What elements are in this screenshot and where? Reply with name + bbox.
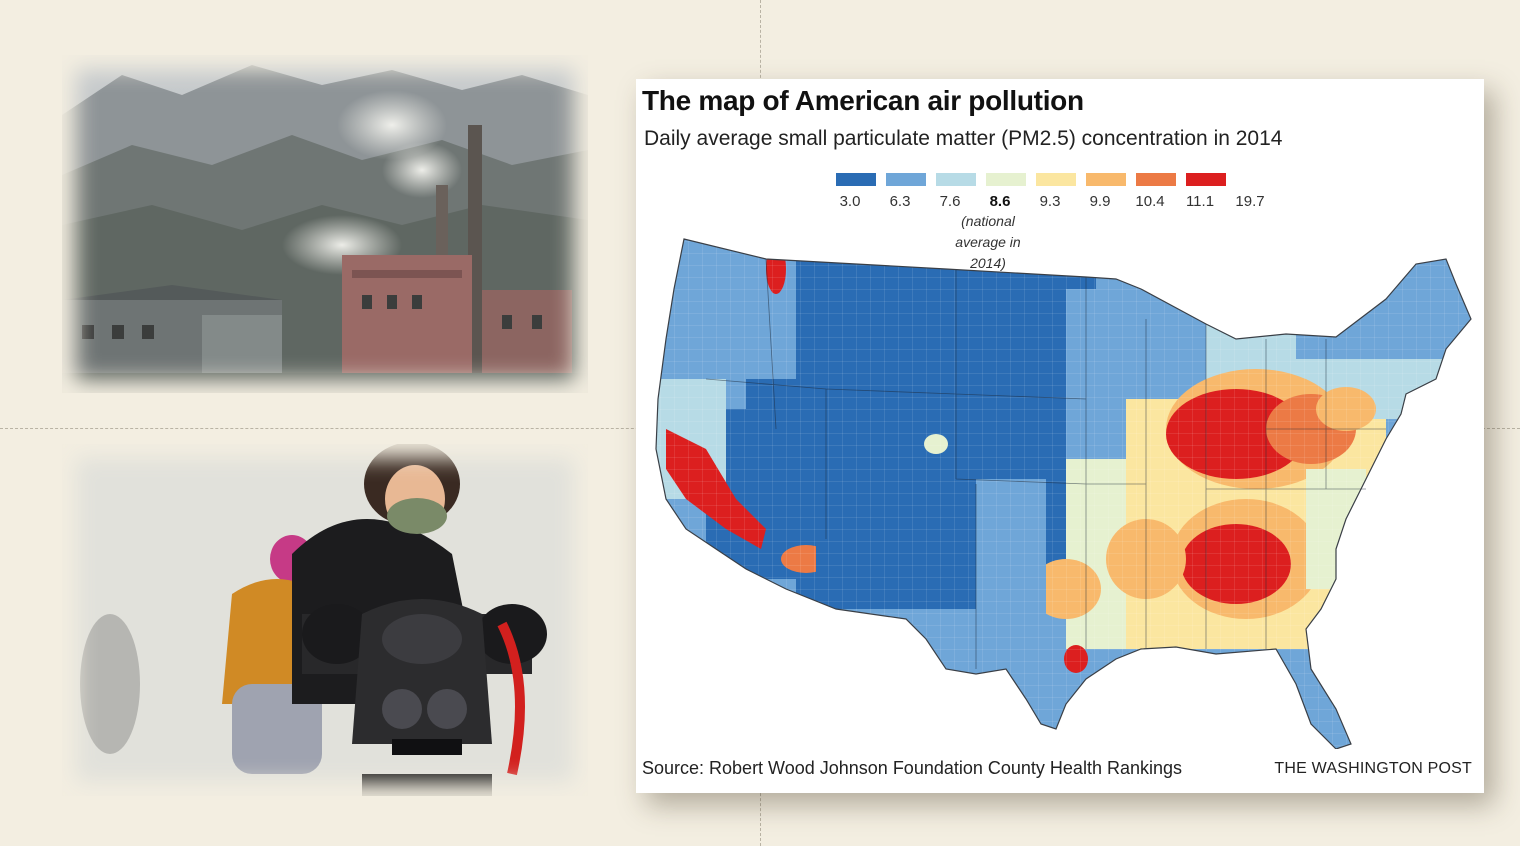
- factory-smokestacks-icon: [62, 55, 588, 393]
- legend-tick: 11.1: [1185, 193, 1215, 210]
- us-outline: [655, 238, 1472, 749]
- map-credit: THE WASHINGTON POST: [1274, 760, 1472, 777]
- legend-swatch: [936, 173, 976, 186]
- pollution-map-card: The map of American air pollution Daily …: [636, 79, 1484, 793]
- map-legend: 3.0 6.3 7.6 8.6 9.3 9.9 10.4 11.1 19.7 (…: [824, 171, 1284, 271]
- legend-tick-national-average: 8.6: [989, 193, 1011, 210]
- legend-tick: 3.0: [839, 193, 861, 210]
- legend-swatch: [886, 173, 926, 186]
- legend-swatch: [1186, 173, 1226, 186]
- legend-tick: 9.9: [1089, 193, 1111, 210]
- legend-tick: 10.4: [1135, 193, 1165, 210]
- map-subtitle: Daily average small particulate matter (…: [644, 127, 1283, 150]
- national-average-note: (national average in 2014): [955, 213, 1021, 271]
- legend-swatch: [1036, 173, 1076, 186]
- map-source: Source: Robert Wood Johnson Foundation C…: [642, 758, 1182, 778]
- legend-swatch: [1086, 173, 1126, 186]
- scooter-photo: [62, 444, 588, 796]
- legend-swatch: [1136, 173, 1176, 186]
- legend-tick: 9.3: [1039, 193, 1061, 210]
- factory-photo: [62, 55, 588, 393]
- map-title: The map of American air pollution: [642, 85, 1084, 116]
- masked-scooter-rider-icon: [62, 444, 588, 796]
- legend-tick: 6.3: [889, 193, 911, 210]
- us-county-map: [655, 238, 1472, 749]
- legend-tick: 19.7: [1235, 193, 1265, 210]
- legend-swatch: [986, 173, 1026, 186]
- legend-swatch: [836, 173, 876, 186]
- state-borders: [705, 258, 1386, 669]
- legend-tick: 7.6: [939, 193, 961, 210]
